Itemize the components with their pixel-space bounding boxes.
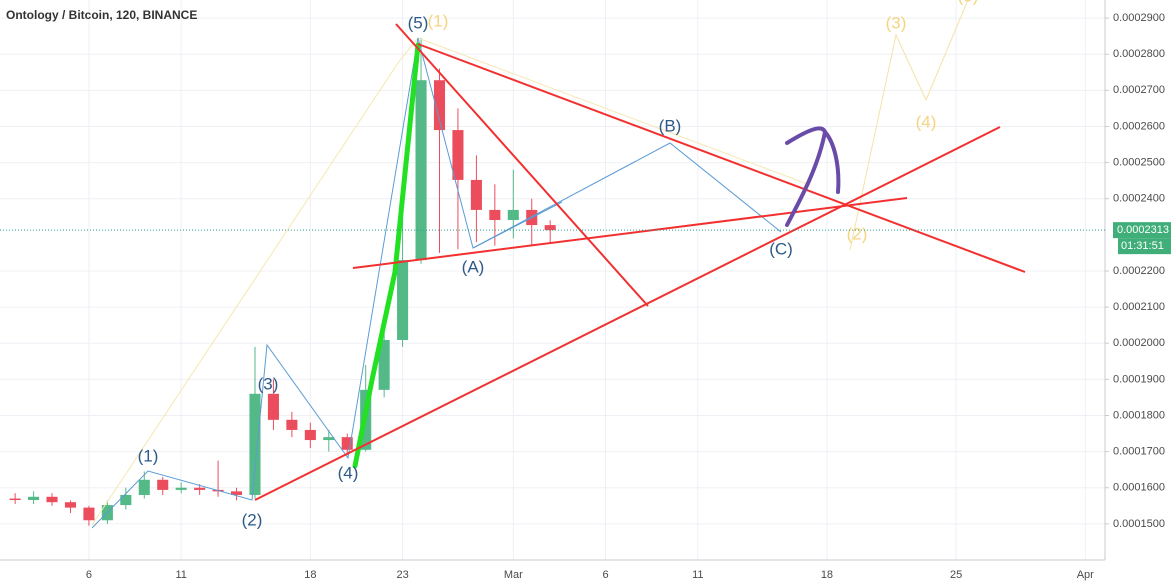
projection-line (91, 37, 811, 526)
candle-body (194, 487, 206, 490)
projected-wave (849, 0, 969, 251)
candle-body (120, 494, 132, 506)
candle-body (249, 393, 261, 495)
wave-label: (A) (462, 257, 485, 276)
y-tick-label: 0.0002400 (1113, 193, 1165, 205)
x-tick-label: 11 (692, 569, 703, 581)
y-tick-label: 0.0002100 (1113, 301, 1165, 313)
wave-line (91, 37, 782, 529)
x-tick-label: 25 (950, 569, 962, 581)
countdown-box (1118, 238, 1171, 255)
wave-label: (C) (769, 239, 793, 258)
axes: 0.0001500 0.0001600 0.0001700 0.0001800 0.00… (86, 12, 1165, 581)
candle-body (507, 209, 519, 221)
candle-body (341, 437, 353, 450)
candle-body (397, 260, 409, 340)
drawings (91, 0, 1026, 529)
projected-label: (1) (428, 11, 449, 30)
candle-body (323, 437, 335, 441)
y-tick-label: 0.0002200 (1113, 265, 1165, 277)
y-tick-label: 0.0002600 (1113, 120, 1165, 132)
y-tick-label: 0.0001900 (1113, 373, 1165, 385)
projected-label: (5) (958, 0, 979, 5)
wave-label: (5) (408, 13, 429, 32)
x-tick-label: 6 (602, 569, 608, 581)
chart-title: Ontology / Bitcoin, 120, BINANCE (6, 8, 197, 22)
trend-line (395, 23, 649, 307)
candle-body (157, 479, 169, 490)
candle-body (9, 498, 21, 501)
y-tick-label: 0.0002000 (1113, 337, 1165, 349)
candle-body (231, 491, 243, 495)
last-price-box (1113, 222, 1171, 239)
projected-label: (4) (916, 112, 937, 131)
x-tick-label: 23 (396, 569, 408, 581)
x-tick-label: Apr (1077, 569, 1094, 581)
x-tick-label: Mar (504, 569, 523, 581)
wave-label: (4) (338, 463, 359, 482)
price-axis (1105, 0, 1174, 587)
x-tick-label: 6 (86, 569, 92, 581)
y-tick-label: 0.0002500 (1113, 156, 1165, 168)
y-tick-label: 0.0001600 (1113, 482, 1165, 494)
wave-label: (2) (242, 510, 263, 529)
candle-body (544, 225, 556, 231)
wave-label: (3) (258, 374, 279, 393)
candle-body (415, 80, 427, 261)
x-tick-label: 18 (304, 569, 316, 581)
y-tick-label: 0.0001800 (1113, 409, 1165, 421)
wave-label: (B) (659, 116, 682, 135)
y-tick-label: 0.0002800 (1113, 48, 1165, 60)
candle-body (470, 179, 482, 210)
candle-body (83, 507, 95, 521)
trend-line (417, 43, 1026, 273)
y-tick-label: 0.0001500 (1113, 518, 1165, 530)
last-price-label: 0.0002313 (1117, 224, 1169, 236)
y-tick-label: 0.0002700 (1113, 84, 1165, 96)
x-tick-label: 18 (821, 569, 833, 581)
candle-body (452, 130, 464, 180)
candle-body (489, 209, 501, 221)
trend-line (352, 197, 908, 269)
candle-body (175, 487, 187, 490)
projected-label: (2) (847, 224, 868, 243)
candle-body (28, 496, 40, 501)
countdown: 01:31:51 (1121, 240, 1164, 252)
candle-body (267, 393, 279, 420)
candle-body (138, 479, 150, 495)
y-tick-label: 0.0001700 (1113, 446, 1165, 458)
wave-line (472, 201, 563, 249)
candle-body (46, 496, 58, 503)
trend-line (254, 126, 1001, 501)
projected-label: (3) (886, 13, 907, 32)
candle-body (64, 502, 77, 508)
x-tick-label: 11 (175, 569, 186, 581)
candle-body (378, 339, 390, 390)
impulse-line (352, 42, 421, 469)
candle-body (304, 429, 316, 441)
y-tick-label: 0.0002900 (1113, 12, 1165, 24)
candle-body (286, 419, 298, 430)
candle-body (433, 80, 446, 131)
question-mark (785, 126, 841, 227)
wave-label: (1) (138, 446, 159, 465)
